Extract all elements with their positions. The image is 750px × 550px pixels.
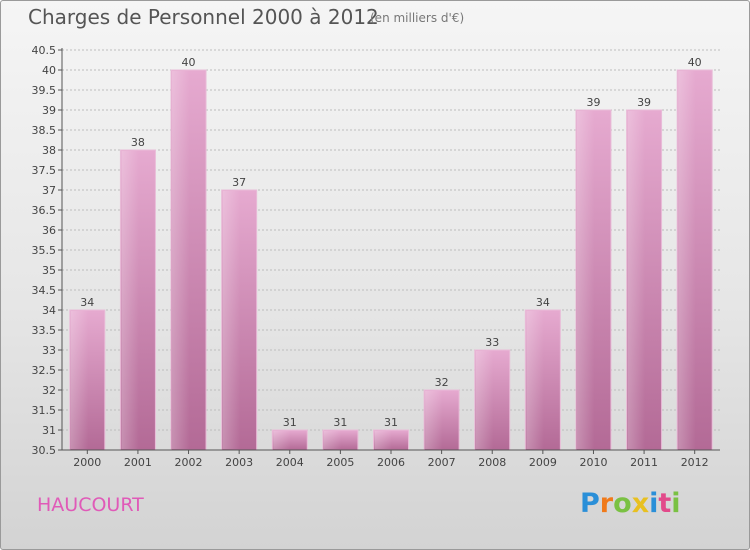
bar-highlight <box>374 431 392 449</box>
x-tick-label: 2002 <box>175 456 203 469</box>
y-tick-label: 33.5 <box>32 324 57 337</box>
y-tick-label: 33 <box>42 344 56 357</box>
x-tick-label: 2009 <box>529 456 557 469</box>
y-tick-label: 31.5 <box>32 404 57 417</box>
x-tick-label: 2001 <box>124 456 152 469</box>
bar-highlight <box>222 191 241 449</box>
logo-letter: t <box>658 488 672 519</box>
logo-letter: i <box>649 488 659 519</box>
bar-highlight <box>121 151 139 449</box>
logo-letter: o <box>613 488 632 519</box>
y-tick-label: 30.5 <box>32 444 57 457</box>
bar-highlight <box>273 431 291 449</box>
value-label: 40 <box>688 56 702 69</box>
y-tick-label: 31 <box>42 424 56 437</box>
bar-highlight <box>323 431 342 449</box>
bar-highlight <box>70 311 89 449</box>
bar-highlight <box>172 71 190 449</box>
bar-highlight <box>627 111 646 449</box>
value-label: 31 <box>283 416 297 429</box>
x-tick-label: 2010 <box>579 456 607 469</box>
bar-highlight <box>526 311 544 449</box>
bars <box>69 69 713 451</box>
chart-subtitle: (en milliers d'€) <box>370 11 465 25</box>
y-tick-label: 34.5 <box>32 284 57 297</box>
x-tick-label: 2012 <box>681 456 709 469</box>
y-tick-label: 36 <box>42 224 56 237</box>
x-tick-label: 2004 <box>276 456 304 469</box>
logo-letter: x <box>631 488 650 519</box>
x-tick-label: 2007 <box>428 456 456 469</box>
value-label: 37 <box>232 176 246 189</box>
value-label: 31 <box>333 416 347 429</box>
value-label: 34 <box>80 296 94 309</box>
y-tick-label: 40 <box>42 64 56 77</box>
x-tick-label: 2000 <box>73 456 101 469</box>
bar-highlight <box>678 71 696 449</box>
x-tick-label: 2011 <box>630 456 658 469</box>
value-label: 31 <box>384 416 398 429</box>
y-tick-label: 35 <box>42 264 56 277</box>
logo-letter: P <box>580 488 600 519</box>
y-tick-label: 34 <box>42 304 56 317</box>
y-tick-label: 38.5 <box>32 124 57 137</box>
place-name: HAUCOURT <box>37 494 144 516</box>
axes: 30.5 31 31.5 32 32.5 33 33.5 34 34.5 35 35.5 36 36.5… <box>32 44 720 469</box>
bar-highlight <box>576 111 595 449</box>
logo-letter: i <box>671 488 681 519</box>
value-label: 34 <box>536 296 550 309</box>
y-tick-label: 37.5 <box>32 164 57 177</box>
chart-title: Charges de Personnel 2000 à 2012 <box>28 5 379 29</box>
x-tick-label: 2006 <box>377 456 405 469</box>
value-label: 40 <box>182 56 196 69</box>
value-label: 39 <box>637 96 651 109</box>
value-label: 32 <box>435 376 449 389</box>
y-tick-label: 40.5 <box>32 44 57 57</box>
y-tick-label: 35.5 <box>32 244 57 257</box>
y-tick-label: 39.5 <box>32 84 57 97</box>
x-tick-label: 2008 <box>478 456 506 469</box>
y-tick-label: 39 <box>42 104 56 117</box>
value-labels: 34 38 40 37 31 31 31 32 33 34 39 39 40 <box>80 56 701 429</box>
proxiti-logo: Proxiti <box>580 488 681 519</box>
y-tick-label: 37 <box>42 184 56 197</box>
bar-highlight <box>425 391 443 449</box>
value-label: 38 <box>131 136 145 149</box>
logo-letter: r <box>599 488 614 519</box>
value-label: 33 <box>485 336 499 349</box>
y-tick-label: 32.5 <box>32 364 57 377</box>
y-tick-label: 38 <box>42 144 56 157</box>
x-tick-label: 2003 <box>225 456 253 469</box>
y-tick-label: 36.5 <box>32 204 57 217</box>
grid-lines <box>62 49 720 451</box>
x-tick-label: 2005 <box>326 456 354 469</box>
y-tick-label: 32 <box>42 384 56 397</box>
bar-highlight <box>475 351 494 449</box>
value-label: 39 <box>586 96 600 109</box>
